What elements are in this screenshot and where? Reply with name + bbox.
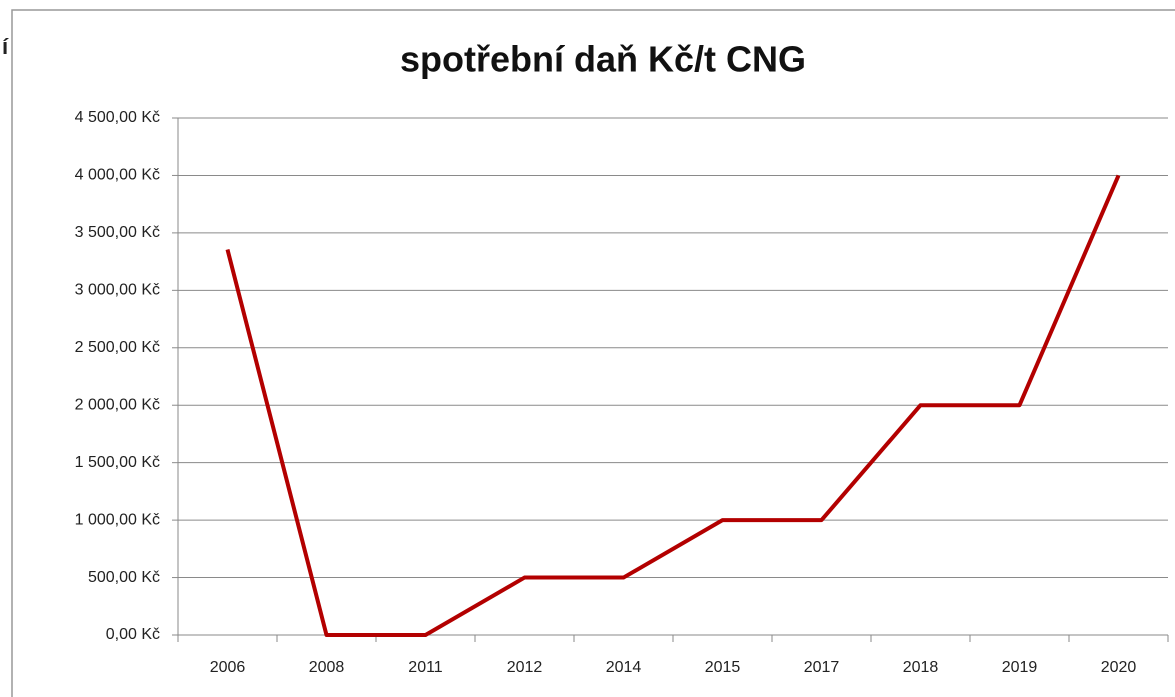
x-tick-label: 2020 [1101,659,1137,676]
y-tick-label: 4 000,00 Kč [75,167,160,184]
y-tick-label: 4 500,00 Kč [75,109,160,126]
x-tick-label: 2015 [705,659,741,676]
y-tick-label: 1 500,00 Kč [75,454,160,471]
x-tick-label: 2008 [309,659,345,676]
x-tick-label: 2014 [606,659,642,676]
data-line [225,174,1121,637]
x-tick-label: 2018 [903,659,939,676]
x-tick-label: 2012 [507,659,543,676]
x-tick-label: 2006 [210,659,246,676]
y-tick-label: 3 000,00 Kč [75,282,160,299]
side-text: í [2,34,9,59]
x-tick-label: 2019 [1002,659,1038,676]
x-tick-label: 2011 [408,659,443,676]
y-tick-label: 500,00 Kč [88,569,160,586]
y-tick-label: 0,00 Kč [106,626,160,643]
y-tick-label: 1 000,00 Kč [75,511,160,528]
y-tick-label: 2 000,00 Kč [75,396,160,413]
x-tick-label: 2017 [804,659,840,676]
chart-frame [11,9,1175,697]
chart-title: spotřební daň Kč/t CNG [400,39,806,80]
y-tick-label: 3 500,00 Kč [75,224,160,241]
y-tick-label: 2 500,00 Kč [75,339,160,356]
